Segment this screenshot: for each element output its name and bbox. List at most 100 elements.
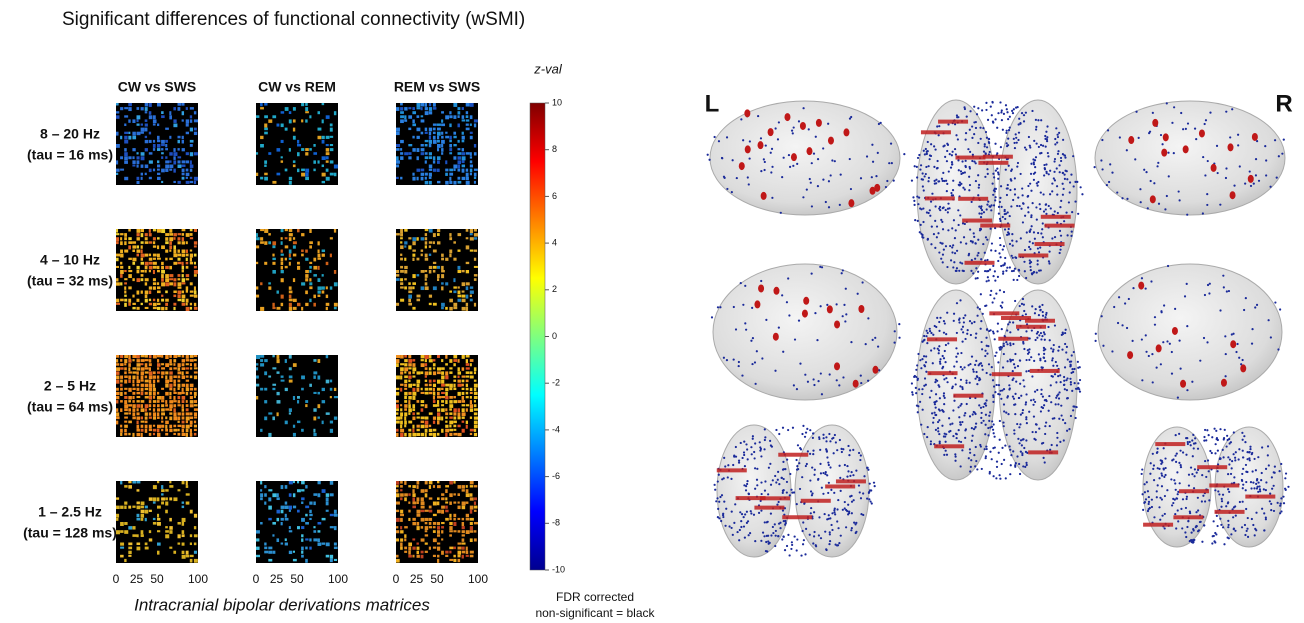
electrode bbox=[985, 136, 989, 139]
electrode bbox=[1143, 501, 1146, 504]
electrode bbox=[1005, 131, 1008, 134]
electrode bbox=[1022, 114, 1026, 117]
electrode bbox=[1230, 467, 1233, 470]
matrix-cell bbox=[144, 164, 149, 169]
electrode bbox=[938, 345, 941, 348]
matrix-cell bbox=[157, 148, 161, 151]
matrix-cell bbox=[276, 359, 280, 364]
matrix-cell bbox=[124, 249, 129, 253]
electrode bbox=[922, 149, 925, 152]
electrode bbox=[753, 450, 756, 454]
matrix-panel bbox=[396, 103, 478, 185]
electrode bbox=[1021, 411, 1024, 415]
electrode bbox=[751, 306, 754, 309]
electrode bbox=[987, 200, 990, 203]
electrode bbox=[706, 153, 709, 156]
electrode bbox=[1012, 321, 1015, 324]
electrode bbox=[1170, 350, 1173, 354]
matrix-cell bbox=[136, 115, 141, 120]
electrode bbox=[972, 428, 976, 431]
matrix-cell bbox=[441, 111, 444, 114]
electrode bbox=[1028, 144, 1031, 147]
matrix-cell bbox=[313, 416, 317, 421]
matrix-cell bbox=[412, 387, 416, 392]
electrode bbox=[1179, 449, 1182, 452]
electrode bbox=[984, 354, 987, 358]
electrode bbox=[744, 322, 747, 325]
matrix-cell bbox=[148, 391, 152, 396]
matrix-cell bbox=[193, 387, 197, 391]
matrix-cell bbox=[432, 428, 437, 432]
matrix-cell bbox=[185, 379, 190, 382]
electrode bbox=[1016, 455, 1019, 458]
matrix-cell bbox=[181, 530, 185, 534]
electrode bbox=[813, 530, 816, 534]
matrix-cell bbox=[144, 505, 148, 509]
matrix-cell bbox=[264, 103, 268, 106]
electrode bbox=[1016, 422, 1019, 426]
matrix-cell bbox=[408, 485, 412, 488]
electrode bbox=[843, 303, 846, 307]
matrix-cell bbox=[181, 501, 185, 504]
electrode bbox=[726, 476, 729, 479]
electrode bbox=[1040, 338, 1043, 341]
matrix-cell bbox=[309, 265, 312, 269]
electrode bbox=[943, 322, 946, 325]
matrix-cell bbox=[152, 265, 157, 269]
electrode bbox=[970, 355, 974, 358]
matrix-cell bbox=[317, 265, 320, 270]
matrix-cell bbox=[441, 274, 445, 279]
matrix-cell bbox=[157, 412, 160, 417]
electrode bbox=[1233, 184, 1236, 187]
electrode bbox=[791, 543, 794, 547]
electrode bbox=[743, 484, 746, 487]
matrix-cell bbox=[416, 550, 420, 555]
electrode bbox=[975, 359, 978, 362]
colorbar-tick-label: -10 bbox=[552, 564, 565, 574]
electrode bbox=[760, 279, 763, 283]
electrode bbox=[943, 179, 946, 183]
electrode bbox=[984, 152, 987, 155]
matrix-cell bbox=[177, 261, 182, 265]
electrode bbox=[1252, 182, 1255, 185]
matrix-cell bbox=[157, 265, 160, 270]
matrix-cell bbox=[148, 379, 152, 384]
matrix-cell bbox=[445, 375, 449, 380]
electrode bbox=[930, 389, 933, 392]
electrode bbox=[746, 176, 749, 179]
electrode bbox=[782, 156, 785, 159]
electrode bbox=[743, 465, 747, 468]
electrode-significant bbox=[1240, 364, 1247, 373]
matrix-cell bbox=[432, 522, 437, 525]
matrix-cell bbox=[432, 107, 437, 110]
matrix-cell bbox=[400, 530, 404, 534]
electrode bbox=[1161, 514, 1164, 517]
electrode bbox=[1033, 237, 1036, 240]
matrix-cell bbox=[177, 160, 181, 164]
electrode bbox=[730, 526, 733, 530]
electrode bbox=[951, 189, 955, 192]
matrix-cell bbox=[177, 139, 180, 144]
matrix-cell bbox=[445, 383, 450, 387]
matrix-cell bbox=[313, 257, 317, 262]
electrode bbox=[1035, 125, 1038, 128]
electrode bbox=[1175, 452, 1178, 455]
electrode bbox=[734, 445, 737, 449]
electrode bbox=[767, 466, 771, 469]
electrode bbox=[955, 436, 958, 440]
matrix-cell bbox=[165, 265, 169, 270]
matrix-cell bbox=[256, 546, 260, 550]
electrode bbox=[946, 207, 950, 210]
matrix-cell bbox=[400, 270, 404, 273]
electrode bbox=[1037, 180, 1040, 184]
electrode bbox=[1195, 471, 1198, 474]
electrode bbox=[963, 366, 966, 369]
matrix-panel bbox=[256, 481, 338, 563]
electrode bbox=[826, 474, 829, 477]
matrix-cell bbox=[260, 241, 264, 244]
matrix-cell bbox=[189, 416, 194, 420]
electrode bbox=[929, 214, 932, 217]
electrode bbox=[1041, 314, 1045, 317]
electrode bbox=[1032, 163, 1036, 166]
electrode bbox=[982, 211, 986, 214]
